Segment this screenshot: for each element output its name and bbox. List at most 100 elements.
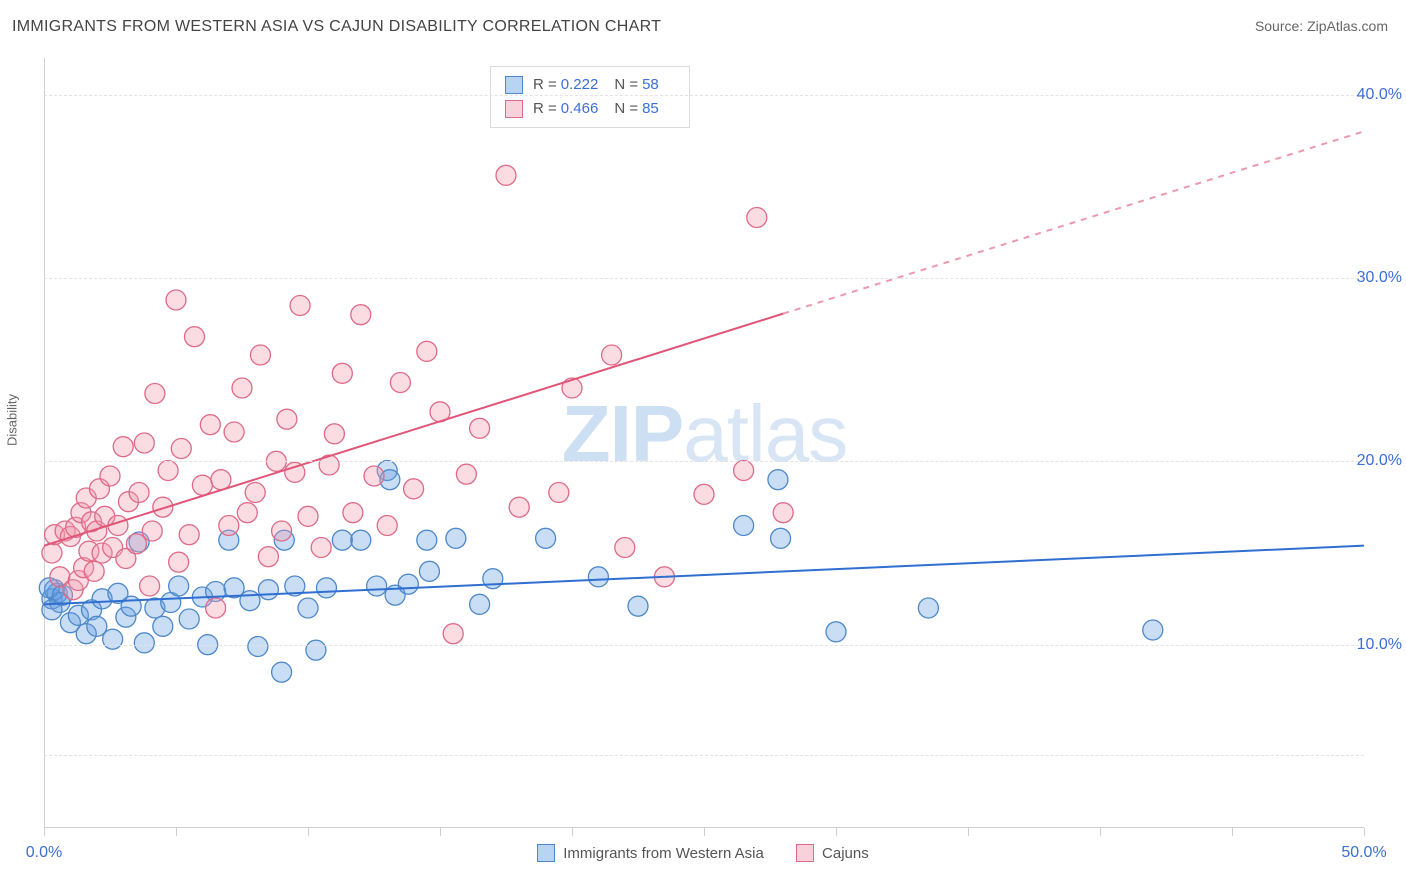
scatter-point-blue (536, 528, 556, 548)
y-tick-label: 10.0% (1357, 636, 1402, 654)
scatter-point-blue (628, 596, 648, 616)
scatter-point-pink (158, 461, 178, 481)
scatter-point-blue (272, 662, 292, 682)
scatter-point-pink (343, 503, 363, 523)
trend-line-dashed-pink (783, 131, 1364, 313)
scatter-point-pink (277, 409, 297, 429)
scatter-point-blue (470, 594, 490, 614)
gridline-horizontal (44, 645, 1364, 646)
scatter-point-pink (113, 437, 133, 457)
scatter-point-pink (250, 345, 270, 365)
legend-swatch-blue-icon (537, 844, 555, 862)
n-label-blue: N = (614, 76, 638, 93)
trend-line-blue (44, 546, 1364, 605)
scatter-point-blue (316, 578, 336, 598)
scatter-point-blue (134, 633, 154, 653)
r-label-blue: R = (533, 76, 557, 93)
scatter-point-blue (771, 528, 791, 548)
legend-swatch-pink-icon (796, 844, 814, 862)
scatter-point-blue (1143, 620, 1163, 640)
swatch-blue-icon (505, 76, 523, 94)
n-label-pink: N = (614, 100, 638, 117)
scatter-point-pink (258, 547, 278, 567)
x-tick (1100, 828, 1101, 836)
scatter-point-pink (311, 538, 331, 558)
scatter-point-pink (615, 538, 635, 558)
legend-label-blue: Immigrants from Western Asia (563, 845, 764, 862)
scatter-point-pink (192, 475, 212, 495)
r-label-pink: R = (533, 100, 557, 117)
y-tick-label: 20.0% (1357, 452, 1402, 470)
x-tick (1364, 828, 1365, 836)
legend-item-blue: Immigrants from Western Asia (537, 844, 764, 862)
x-tick (176, 828, 177, 836)
scatter-point-pink (404, 479, 424, 499)
trend-line-pink (44, 314, 783, 546)
scatter-point-blue (826, 622, 846, 642)
scatter-point-pink (470, 418, 490, 438)
scatter-point-blue (179, 609, 199, 629)
scatter-point-pink (562, 378, 582, 398)
scatter-point-blue (240, 591, 260, 611)
scatter-point-blue (417, 530, 437, 550)
scatter-point-pink (219, 516, 239, 536)
scatter-point-pink (443, 624, 463, 644)
scatter-point-pink (200, 415, 220, 435)
scatter-point-pink (129, 483, 149, 503)
scatter-point-pink (142, 521, 162, 541)
chart-title: IMMIGRANTS FROM WESTERN ASIA VS CAJUN DI… (12, 18, 661, 36)
scatter-point-blue (153, 616, 173, 636)
scatter-point-pink (206, 598, 226, 618)
scatter-point-pink (332, 363, 352, 383)
scatter-point-pink (324, 424, 344, 444)
scatter-point-blue (332, 530, 352, 550)
x-tick (1232, 828, 1233, 836)
source-name: ZipAtlas.com (1307, 18, 1388, 34)
gridline-horizontal (44, 95, 1364, 96)
x-tick (440, 828, 441, 836)
chart-svg (44, 58, 1364, 828)
scatter-point-blue (367, 576, 387, 596)
scatter-point-blue (248, 637, 268, 657)
scatter-point-blue (351, 530, 371, 550)
legend-item-pink: Cajuns (796, 844, 869, 862)
scatter-point-pink (179, 525, 199, 545)
legend-stats-row-pink: R =0.466N =85 (505, 97, 675, 121)
scatter-point-blue (169, 576, 189, 596)
scatter-point-pink (290, 296, 310, 316)
x-tick (704, 828, 705, 836)
x-tick-label: 50.0% (1341, 844, 1386, 862)
scatter-point-pink (694, 484, 714, 504)
chart-container: IMMIGRANTS FROM WESTERN ASIA VS CAJUN DI… (0, 0, 1406, 892)
scatter-point-pink (549, 483, 569, 503)
scatter-point-pink (100, 466, 120, 486)
scatter-point-blue (103, 629, 123, 649)
scatter-point-blue (398, 574, 418, 594)
scatter-point-pink (184, 327, 204, 347)
scatter-point-pink (272, 521, 292, 541)
scatter-point-pink (237, 503, 257, 523)
scatter-point-pink (166, 290, 186, 310)
scatter-point-pink (232, 378, 252, 398)
scatter-point-pink (773, 503, 793, 523)
x-tick (968, 828, 969, 836)
legend-series: Immigrants from Western Asia Cajuns (0, 844, 1406, 866)
y-tick-label: 30.0% (1357, 269, 1402, 287)
n-value-blue: 58 (642, 76, 659, 93)
scatter-point-pink (171, 439, 191, 459)
scatter-point-pink (211, 470, 231, 490)
scatter-point-blue (419, 561, 439, 581)
scatter-point-pink (456, 464, 476, 484)
legend-stats-box: R =0.222N =58 R =0.466N =85 (490, 66, 690, 128)
scatter-point-pink (496, 165, 516, 185)
scatter-point-blue (918, 598, 938, 618)
scatter-point-blue (446, 528, 466, 548)
x-tick (572, 828, 573, 836)
scatter-point-pink (351, 305, 371, 325)
y-axis-label: Disability (5, 394, 20, 446)
x-tick (308, 828, 309, 836)
scatter-point-blue (306, 640, 326, 660)
scatter-point-pink (140, 576, 160, 596)
y-tick-label: 40.0% (1357, 86, 1402, 104)
scatter-point-pink (364, 466, 384, 486)
